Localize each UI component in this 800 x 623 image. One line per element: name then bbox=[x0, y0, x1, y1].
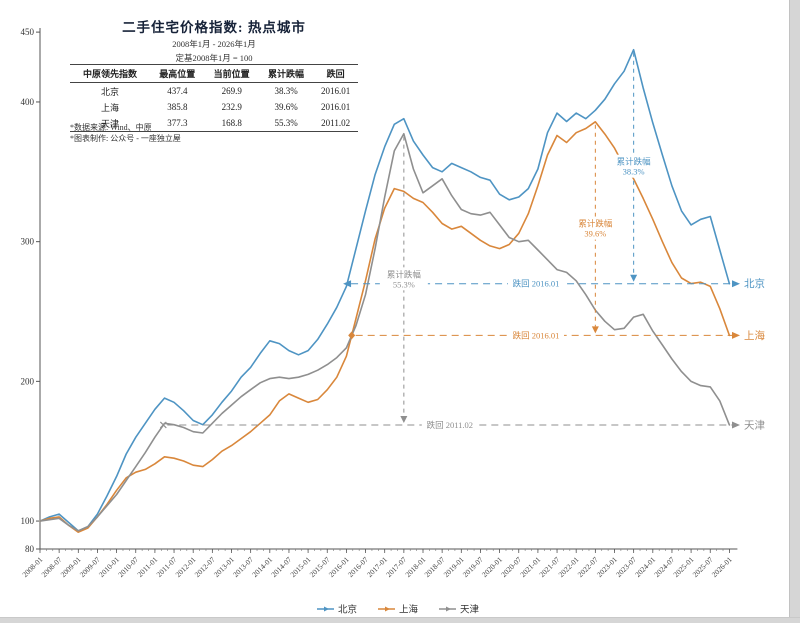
y-tick-label: 400 bbox=[21, 97, 35, 107]
legend-marker-上海 bbox=[385, 606, 390, 612]
page-edge-right bbox=[789, 0, 800, 623]
table-cell: 上海 bbox=[101, 102, 120, 113]
drop-arrow-天津 bbox=[400, 415, 408, 423]
table-cell: 2011.02 bbox=[313, 115, 358, 132]
fallback-label-bg bbox=[507, 329, 564, 341]
series-line-上海 bbox=[39, 121, 731, 534]
table-cell: 55.3% bbox=[258, 115, 314, 132]
drop-label-bg bbox=[379, 267, 428, 291]
drop-pct-天津: 55.3% bbox=[393, 279, 415, 289]
legend-label-上海: 上海 bbox=[399, 604, 419, 616]
summary-table: 中原领先指数 最高位置 当前位置 累计跌幅 跌回北京 437.4 269.9 38.3% 201… bbox=[70, 64, 358, 132]
y-tick-label: 80 bbox=[25, 544, 35, 554]
table-cell: 39.6% bbox=[274, 102, 298, 112]
x-tick-label: 2010-07 bbox=[116, 555, 140, 579]
fallback-label-上海: 跌回 2016.01 bbox=[513, 330, 560, 340]
fallback-label-bg bbox=[507, 278, 564, 290]
marker-cross bbox=[159, 421, 167, 429]
footnote-author: *图表制作: 公众号 - 一座独立屋 bbox=[70, 134, 181, 143]
drop-pct-北京: 38.3% bbox=[623, 167, 645, 177]
drop-label-上海: 累计跌幅 bbox=[578, 219, 613, 229]
fallback-label-天津: 跌回 2011.02 bbox=[427, 420, 473, 430]
table-cell: 232.9 bbox=[221, 102, 242, 112]
legend-marker-北京 bbox=[324, 606, 329, 612]
fallback-arrow-天津 bbox=[732, 421, 740, 429]
fallback-label-bg bbox=[421, 419, 478, 431]
y-tick-label: 300 bbox=[21, 237, 35, 247]
footnotes: *数据来源: Wind、中原 *图表制作: 公众号 - 一座独立屋 bbox=[70, 122, 181, 144]
page-edge-bottom bbox=[0, 617, 800, 623]
table-row: 北京 437.4 269.9 38.3% 2016.01 bbox=[70, 83, 358, 100]
fallback-arrow-上海 bbox=[732, 331, 740, 339]
legend-marker-天津 bbox=[446, 606, 451, 612]
table-cell: 北京 bbox=[101, 86, 120, 97]
y-tick-label: 100 bbox=[21, 516, 35, 526]
y-tick-label: 450 bbox=[21, 27, 35, 37]
drop-arrow-北京 bbox=[630, 274, 638, 282]
chart-subtitle-range: 2008年1月 - 2026年1月 bbox=[172, 39, 256, 49]
table-row: 上海 385.8 232.9 39.6% 2016.01 bbox=[70, 99, 358, 115]
chart-subtitle-base: 定基2008年1月 = 100 bbox=[175, 53, 253, 63]
drop-arrow-上海 bbox=[591, 326, 599, 334]
table-header-cell: 最高位置 bbox=[150, 64, 205, 83]
drop-label-天津: 累计跌幅 bbox=[387, 269, 422, 279]
drop-label-北京: 累计跌幅 bbox=[617, 157, 652, 167]
fallback-arrow-北京 bbox=[732, 280, 740, 288]
end-label-北京: 北京 bbox=[744, 277, 765, 290]
chart-title: 二手住宅价格指数: 热点城市 bbox=[122, 20, 306, 35]
footnote-source: *数据来源: Wind、中原 bbox=[70, 123, 152, 132]
table-cell: 168.8 bbox=[204, 115, 259, 132]
table-cell: 437.4 bbox=[167, 86, 188, 96]
table-header-cell: 跌回 bbox=[313, 64, 358, 83]
end-label-上海: 上海 bbox=[744, 329, 765, 342]
table-header-cell: 累计跌幅 bbox=[258, 64, 314, 83]
table-cell: 385.8 bbox=[167, 102, 188, 112]
y-tick-label: 200 bbox=[21, 376, 35, 386]
drop-label-bg bbox=[609, 154, 658, 178]
drop-pct-上海: 39.6% bbox=[584, 229, 606, 239]
series-line-北京 bbox=[39, 48, 731, 532]
table-cell: 2016.01 bbox=[321, 86, 351, 96]
marker-arrow bbox=[343, 280, 352, 288]
table-cell: 377.3 bbox=[150, 115, 205, 132]
legend-label-北京: 北京 bbox=[338, 604, 357, 616]
table-cell: 38.3% bbox=[274, 86, 298, 96]
table-header-cell: 中原领先指数 bbox=[70, 64, 151, 83]
drop-label-bg bbox=[571, 216, 620, 240]
table-cell: 2016.01 bbox=[321, 102, 351, 112]
marker-diamond bbox=[348, 331, 356, 340]
table-cell: 269.9 bbox=[221, 86, 242, 96]
x-tick-label: 2026-01 bbox=[710, 555, 734, 579]
end-label-天津: 天津 bbox=[744, 419, 765, 431]
table-header-cell: 当前位置 bbox=[204, 64, 259, 83]
fallback-label-北京: 跌回 2016.01 bbox=[513, 279, 560, 289]
series-line-天津 bbox=[39, 132, 731, 532]
table-cell: 天津 bbox=[70, 115, 151, 132]
chart-title-block: 二手住宅价格指数: 热点城市 2008年1月 - 2026年1月 定基2008年… bbox=[68, 16, 360, 64]
legend-label-天津: 天津 bbox=[460, 605, 480, 616]
table-row: 天津 377.3 168.8 55.3% 2011.02 bbox=[70, 115, 358, 132]
x-tick-label: 2011-01 bbox=[135, 555, 159, 579]
